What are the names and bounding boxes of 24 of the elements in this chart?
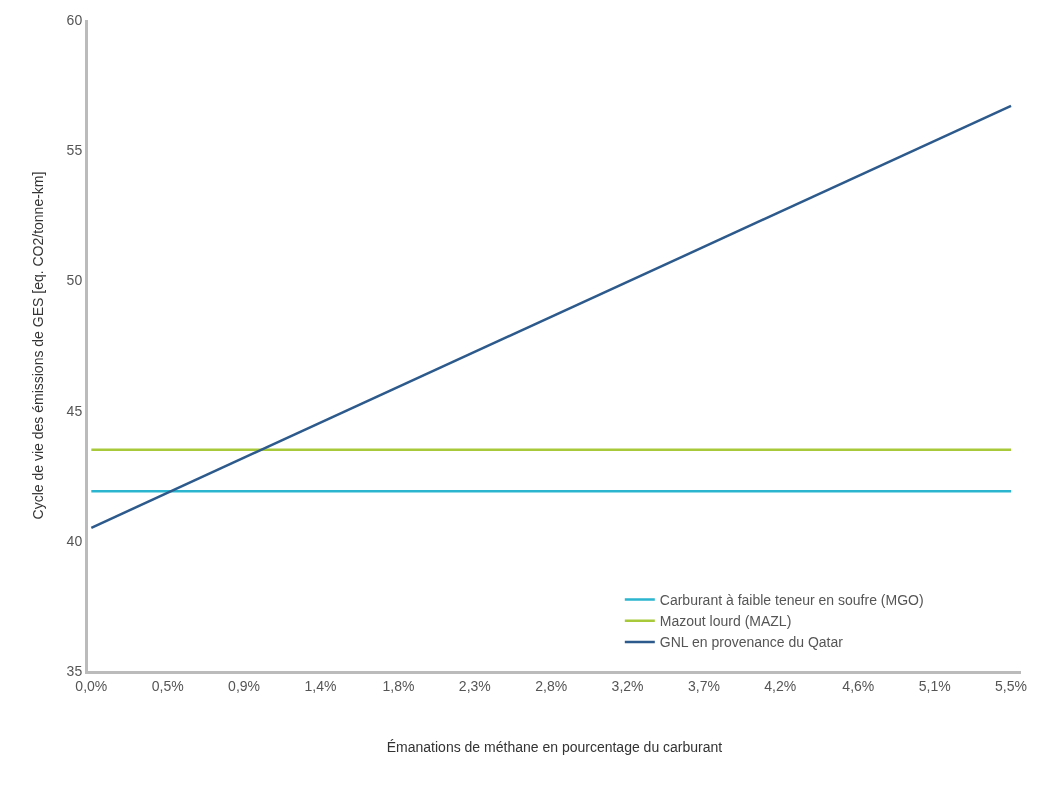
y-tick-label: 45 bbox=[66, 402, 83, 419]
legend-label: GNL en provenance du Qatar bbox=[659, 634, 844, 651]
x-tick-label: 5,5% bbox=[995, 677, 1027, 694]
x-tick-label: 2,3% bbox=[458, 677, 491, 694]
legend-label: Carburant à faible teneur en soufre (MGO) bbox=[659, 592, 924, 609]
legend-label: Mazout lourd (MAZL) bbox=[659, 613, 792, 630]
y-tick-label: 60 bbox=[66, 11, 83, 28]
y-tick-label: 50 bbox=[66, 272, 83, 289]
y-tick-label: 35 bbox=[66, 662, 83, 679]
y-axis-title: Cycle de vie des émissions de GES [eq. CO2/tonne-km] bbox=[30, 171, 47, 520]
y-tick-label: 55 bbox=[66, 142, 83, 159]
x-tick-label: 4,2% bbox=[764, 677, 797, 694]
x-tick-label: 1,4% bbox=[304, 677, 337, 694]
x-tick-label: 1,8% bbox=[382, 677, 415, 694]
x-axis-title: Émanations de méthane en pourcentage du carburant bbox=[386, 739, 723, 756]
x-tick-label: 3,2% bbox=[611, 677, 644, 694]
x-tick-label: 0,5% bbox=[151, 677, 184, 694]
x-tick-label: 5,1% bbox=[918, 677, 951, 694]
x-tick-label: 3,7% bbox=[687, 677, 720, 694]
x-tick-label: 4,6% bbox=[842, 677, 875, 694]
y-tick-label: 40 bbox=[66, 532, 83, 549]
x-tick-label: 0,9% bbox=[228, 677, 261, 694]
x-tick-label: 0,0% bbox=[75, 677, 108, 694]
x-tick-label: 2,8% bbox=[535, 677, 568, 694]
